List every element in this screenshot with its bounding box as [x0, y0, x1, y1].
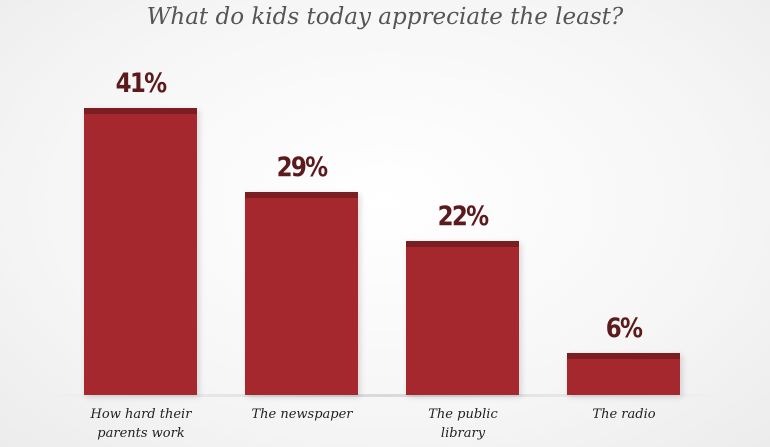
category-label: The public library — [428, 407, 498, 441]
chart-title: What do kids today appreciate the least? — [146, 4, 624, 30]
bar — [406, 241, 519, 395]
bar — [567, 353, 680, 395]
bar — [245, 192, 358, 395]
category-label: The radio — [592, 407, 656, 422]
value-label: 41% — [115, 68, 168, 99]
baseline — [40, 394, 730, 397]
value-label: 22% — [437, 201, 490, 232]
category-label: The newspaper — [251, 407, 353, 422]
category-label: How hard their parents work — [90, 407, 192, 441]
value-label: 29% — [276, 152, 329, 183]
value-label: 6% — [605, 313, 643, 344]
bar — [84, 108, 197, 395]
